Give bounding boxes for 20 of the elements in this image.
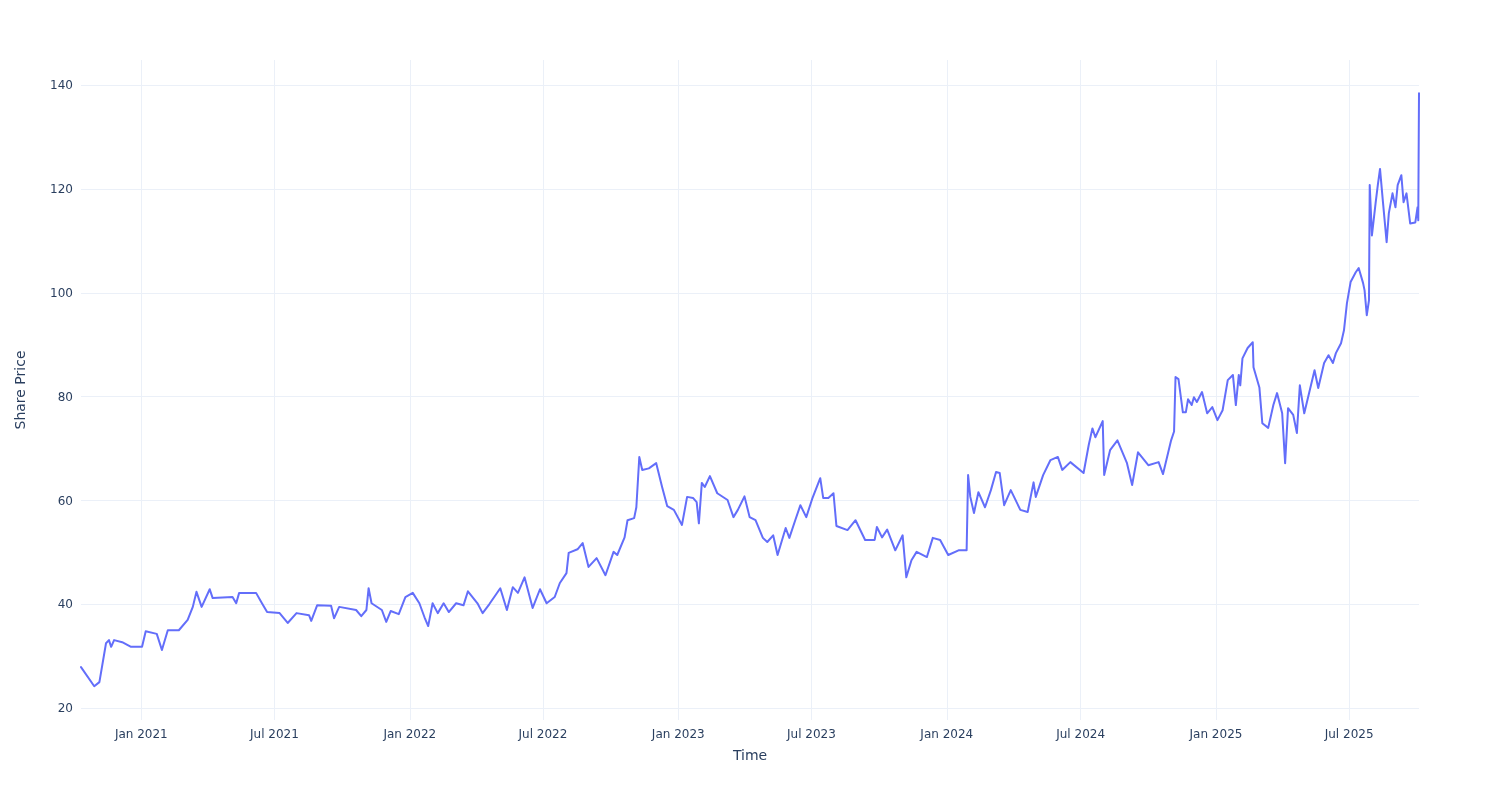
x-tick-label: Jul 2021	[249, 727, 299, 741]
x-tick-label: Jan 2024	[919, 727, 974, 741]
x-tick-label: Jul 2025	[1323, 727, 1374, 741]
x-tick-label: Jul 2024	[1055, 727, 1106, 741]
x-tick-label: Jan 2022	[382, 727, 437, 741]
y-axis-title: Share Price	[12, 350, 28, 430]
y-tick-label: 80	[57, 389, 73, 404]
y-tick-label: 120	[50, 182, 73, 197]
y-tick-label: 140	[50, 78, 73, 93]
y-tick-label: 100	[50, 285, 73, 300]
x-axis-title: Time	[731, 747, 768, 763]
x-tick-label: Jan 2025	[1188, 727, 1243, 741]
x-tick-label: Jul 2022	[517, 727, 568, 741]
y-tick-label: 20	[57, 701, 73, 716]
x-tick-label: Jan 2023	[650, 727, 705, 741]
x-tick-label: Jan 2021	[113, 727, 168, 741]
line-series	[80, 92, 1420, 688]
y-tick-label: 60	[57, 493, 73, 508]
x-tick-label: Jul 2023	[786, 727, 836, 741]
y-tick-label: 40	[57, 597, 73, 612]
